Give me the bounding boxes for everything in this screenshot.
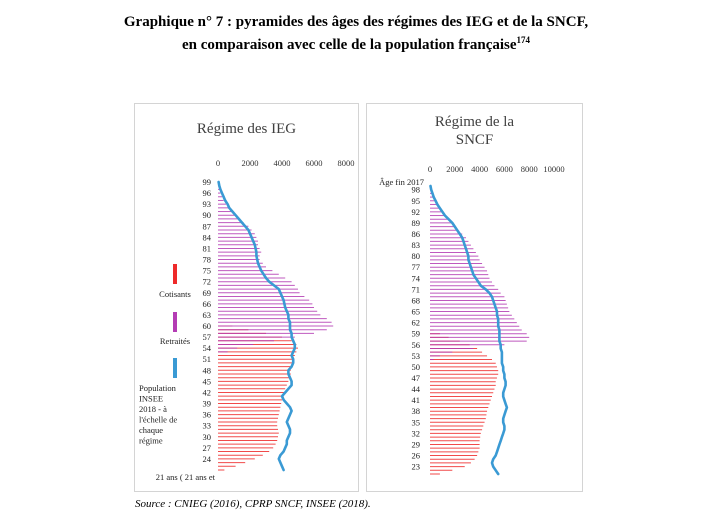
legend-cotisants-label: Cotisants: [159, 289, 191, 299]
ieg-age-label: 51: [203, 354, 212, 364]
sncf-x-tick-label: 6000: [496, 164, 513, 174]
legend-population-swatch: [173, 358, 177, 378]
ieg-age-label: 33: [203, 421, 212, 431]
ieg-pyramid-panel: Régime des IEG: [134, 103, 359, 492]
title-footnote: 174: [516, 35, 531, 45]
sncf-x-tick-label: 8000: [521, 164, 538, 174]
chart-title-line-1: Graphique n° 7 : pyramides des âges des …: [123, 14, 589, 30]
sncf-age-label: 59: [412, 329, 421, 339]
ieg-age-label: 90: [203, 210, 212, 220]
ieg-age-label: 69: [203, 288, 212, 298]
sncf-age-label: 53: [412, 351, 421, 361]
sncf-age-label: 92: [412, 207, 421, 217]
sncf-age-label: 83: [412, 240, 421, 250]
sncf-pyramid-title-line-1: Régime de la: [434, 114, 515, 130]
ieg-age-label: 30: [203, 432, 212, 442]
ieg-age-label: 72: [203, 277, 212, 287]
sncf-age-label: 65: [412, 307, 421, 317]
sncf-age-label: 80: [412, 251, 421, 261]
legend-population-label: l'échelle de: [139, 415, 177, 425]
ieg-age-label: 24: [203, 454, 212, 464]
sncf-pyramid-panel: Régime de la SNCF: [366, 103, 583, 492]
sncf-age-label: 41: [412, 395, 421, 405]
ieg-x-tick-label: 4000: [274, 158, 291, 168]
sncf-age-label: 23: [412, 462, 421, 472]
ieg-age-label: 75: [203, 266, 212, 276]
sncf-population-line: [429, 184, 509, 476]
sncf-age-label: 32: [412, 428, 421, 438]
sncf-age-label: 68: [412, 295, 421, 305]
ieg-age-label: 93: [203, 199, 212, 209]
source-note: Source : CNIEG (2016), CPRP SNCF, INSEE …: [135, 498, 371, 510]
sncf-age-label: 86: [412, 229, 421, 239]
ieg-age-label: 36: [203, 410, 212, 420]
ieg-age-label: 39: [203, 399, 212, 409]
legend-cotisants-swatch: [173, 264, 177, 284]
sncf-x-tick-label: 0: [428, 164, 432, 174]
ieg-age-label: 99: [203, 177, 212, 187]
ieg-age-label: 45: [203, 376, 212, 386]
ieg-age-label: 48: [203, 365, 212, 375]
ieg-age-label: 54: [203, 343, 212, 353]
ieg-age-label: 81: [203, 243, 212, 253]
sncf-age-label: 29: [412, 439, 421, 449]
ieg-age-label: 60: [203, 321, 212, 331]
ieg-age-label: 66: [203, 299, 212, 309]
sncf-age-label: 38: [412, 406, 421, 416]
ieg-age-label: 96: [203, 188, 212, 198]
sncf-age-label: 62: [412, 318, 421, 328]
sncf-x-tick-label: 4000: [471, 164, 488, 174]
sncf-age-label: 89: [412, 218, 421, 228]
sncf-x-tick-label: 10000: [543, 164, 564, 174]
ieg-age-label: 57: [203, 332, 212, 342]
sncf-age-label: 44: [412, 384, 421, 394]
legend-population-label: chaque: [139, 425, 163, 435]
ieg-x-tick-label: 0: [216, 158, 220, 168]
sncf-pyramid-title-line-2: SNCF: [455, 132, 494, 148]
sncf-age-label: 26: [412, 451, 421, 461]
sncf-age-label: 35: [412, 417, 421, 427]
sncf-age-label: 95: [412, 196, 421, 206]
ieg-age-label: 63: [203, 310, 212, 320]
ieg-age-label: 84: [203, 232, 212, 242]
sncf-age-label: 50: [412, 362, 421, 372]
ieg-age-label: 42: [203, 387, 212, 397]
sncf-x-tick-label: 2000: [446, 164, 463, 174]
ieg-pyramid-title: Régime des IEG: [196, 121, 297, 137]
sncf-age-axis-title: Âge fin 2017: [379, 177, 424, 187]
legend-population-label: INSEE: [139, 394, 163, 404]
legend-retraites-swatch: [173, 312, 177, 332]
chart-title-line-2: en comparaison avec celle de la populati…: [0, 31, 712, 54]
ieg-age-label: 27: [203, 443, 212, 453]
sncf-age-label: 77: [412, 262, 421, 272]
legend-population-label: 2018 - à: [139, 404, 167, 414]
legend-population-label: Population: [139, 383, 177, 393]
ieg-age-label: 87: [203, 221, 212, 231]
legend-population-label: régime: [139, 436, 163, 446]
sncf-age-label: 71: [412, 284, 421, 294]
sncf-age-label: 47: [412, 373, 421, 383]
ieg-x-tick-label: 2000: [242, 158, 259, 168]
ieg-x-tick-label: 6000: [306, 158, 323, 168]
chart-title-line-2-text: en comparaison avec celle de la populati…: [181, 37, 517, 53]
ieg-age-label: 78: [203, 255, 212, 265]
sncf-age-label: 56: [412, 340, 421, 350]
legend-retraites-label: Retraités: [160, 336, 190, 346]
sncf-age-label: 74: [412, 273, 421, 283]
ieg-bottom-age-label: 21 ans ( 21 ans et: [156, 472, 216, 482]
sncf-age-label: 98: [412, 185, 421, 195]
ieg-x-tick-label: 8000: [338, 158, 355, 168]
ieg-population-line: [217, 180, 297, 472]
